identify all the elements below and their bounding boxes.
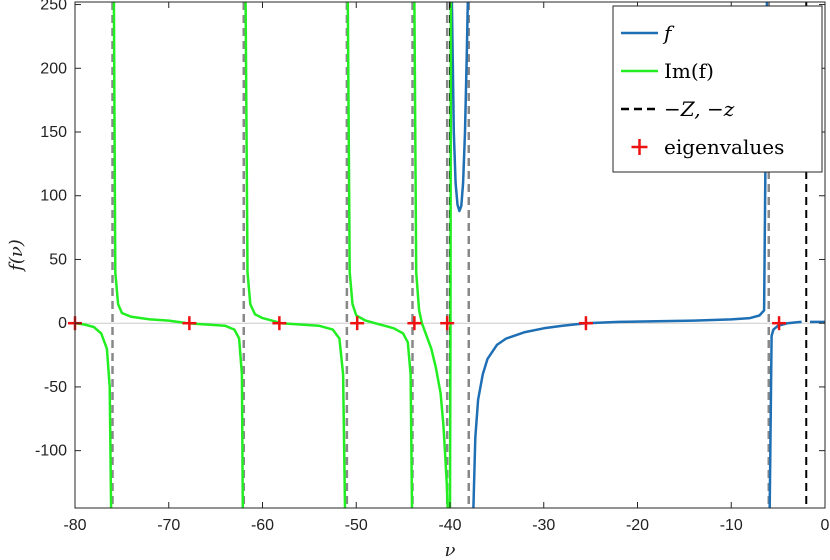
eigenvalue-marker-4 (407, 316, 422, 331)
series-im-segment-1 (112, 2, 245, 508)
x-tick-label-2: -60 (251, 517, 274, 534)
x-tick-label-8: 0 (821, 517, 830, 534)
series-lines (75, 2, 825, 508)
eigenvalue-marker-2 (272, 316, 287, 331)
x-tick-label-4: -40 (438, 517, 461, 534)
y-tick-label-2: 0 (58, 315, 67, 332)
y-tick-label-0: -100 (35, 443, 67, 460)
y-tick-label-4: 100 (40, 188, 67, 205)
eigenvalue-marker-6 (578, 316, 593, 331)
x-tick-label-6: -20 (626, 517, 649, 534)
x-tick-label-0: -80 (63, 517, 86, 534)
y-tick-label-7: 250 (40, 0, 67, 14)
series-f-segment-0 (450, 2, 470, 213)
legend-item-1: Im(f) (621, 59, 714, 83)
legend-label-2: −Z, −z (664, 97, 735, 121)
legend-item-3: eigenvalues (631, 135, 784, 159)
legend-label-3: eigenvalues (664, 135, 784, 159)
y-tick-label-6: 200 (40, 60, 67, 77)
y-tick-label-3: 50 (49, 251, 67, 268)
eigenvalue-marker-3 (350, 316, 365, 331)
x-axis-label: ν (445, 540, 456, 560)
eigenvalue-marker-5 (440, 316, 455, 331)
x-tick-label-1: -70 (157, 517, 180, 534)
series-im-segment-5 (448, 2, 453, 508)
eigenvalue-marker-1 (182, 316, 197, 331)
eigenvalue-marker-7 (772, 316, 787, 331)
series-im-segment-4 (413, 2, 449, 508)
legend-item-2: −Z, −z (621, 97, 735, 121)
x-tick-label-3: -50 (345, 517, 368, 534)
y-tick-label-1: -50 (44, 379, 67, 396)
y-tick-label-5: 150 (40, 124, 67, 141)
y-axis-label: f(ν) (6, 239, 27, 273)
series-im-segment-0 (75, 321, 113, 508)
series-im-segment-3 (346, 2, 414, 508)
legend-label-1: Im(f) (664, 59, 714, 83)
axis-ticks: -80 -70 -60 -50 -40 -30 -20 -10 0-100-5005010015… (35, 0, 830, 534)
series-f-segment-1 (472, 2, 769, 508)
series-f-segment-2 (768, 320, 802, 508)
x-tick-label-5: -30 (532, 517, 555, 534)
x-tick-label-7: -10 (720, 517, 743, 534)
